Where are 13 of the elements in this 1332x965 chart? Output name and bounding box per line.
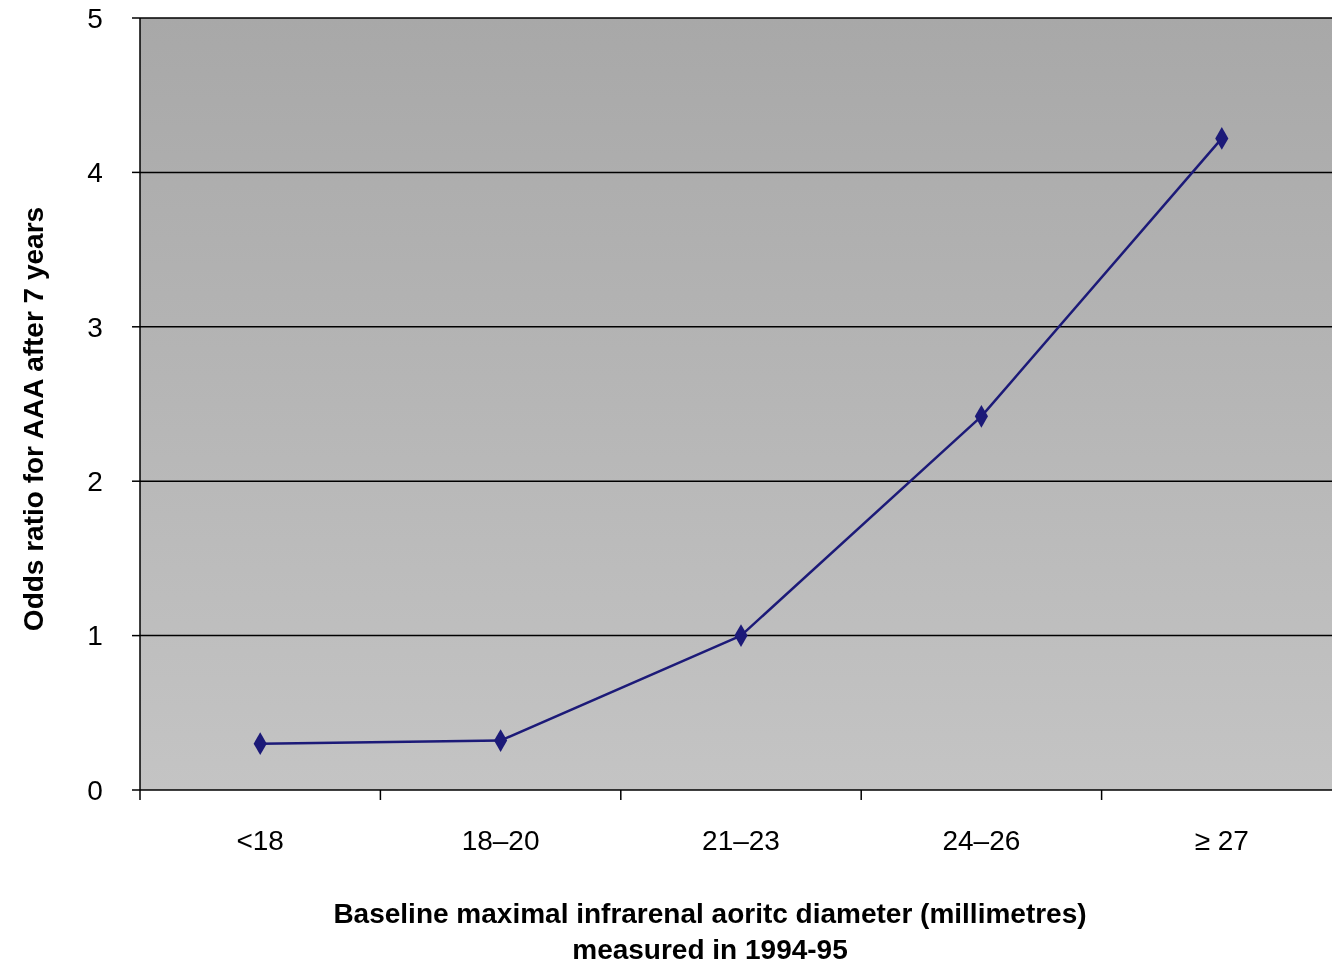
y-tick-label: 1 bbox=[87, 620, 103, 652]
y-tick-label: 5 bbox=[87, 2, 103, 34]
x-axis-title: Baseline maximal infrarenal aoritc diameter (millimetres) measured in 1994-95 bbox=[333, 898, 1087, 965]
y-tick-label: 4 bbox=[87, 157, 103, 189]
x-tick-label: 21–23 bbox=[702, 825, 780, 856]
x-tick-label: 18–20 bbox=[461, 825, 540, 856]
x-tick-label: <18 bbox=[236, 825, 284, 856]
x-tick-label: 24–26 bbox=[942, 825, 1021, 856]
y-tick-label: 2 bbox=[87, 466, 103, 497]
y-tick-label: 0 bbox=[87, 774, 103, 806]
x-tick-label: ≥ 27 bbox=[1194, 825, 1249, 856]
y-axis-title: Odds ratio for AAA after 7 years bbox=[18, 206, 49, 632]
y-tick-label: 3 bbox=[87, 311, 103, 343]
